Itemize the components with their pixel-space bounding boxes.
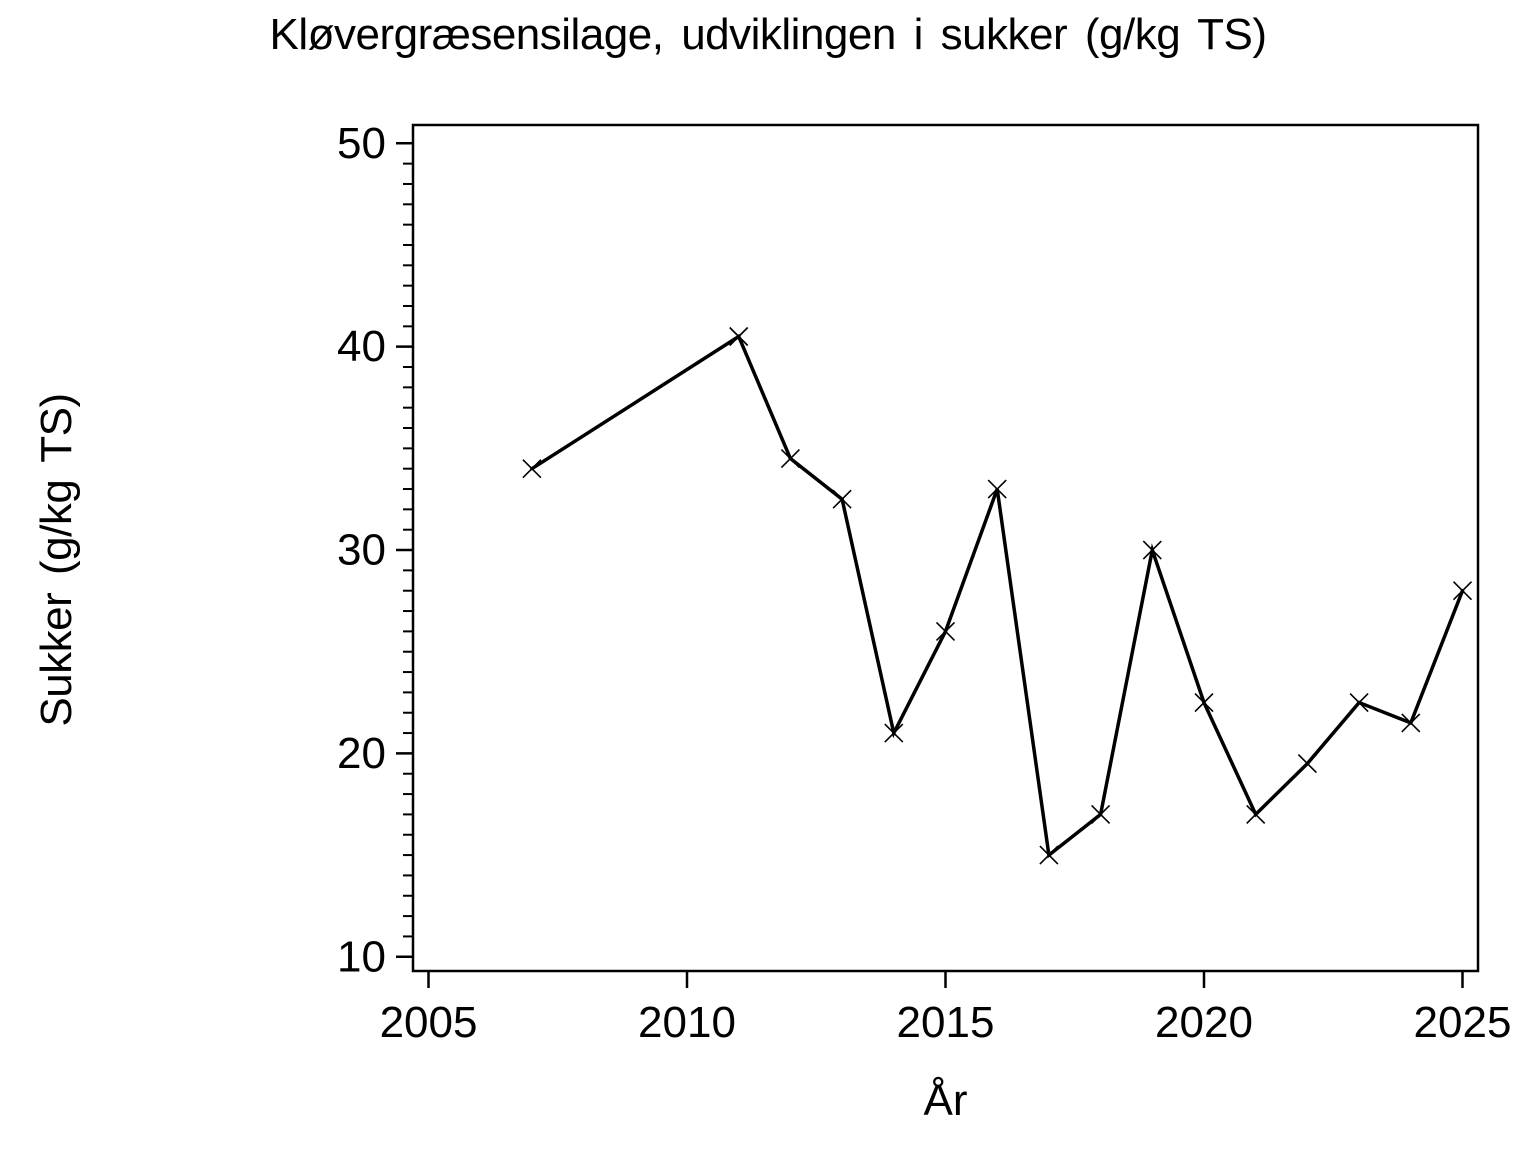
x-axis-title: År [923, 1076, 968, 1125]
data-point-marker [1194, 692, 1214, 713]
plot-frame [411, 123, 1480, 973]
data-point-marker [1039, 845, 1059, 865]
x-tick-label: 2005 [380, 998, 478, 1047]
x-tick-label: 2015 [897, 998, 995, 1047]
data-point-marker [987, 479, 1007, 499]
data-point-marker [832, 489, 852, 509]
data-point-marker [1349, 692, 1369, 713]
data-line [530, 333, 1465, 859]
data-point-marker [729, 326, 749, 347]
chart-title: Kløvergræsensilage, udviklingen i sukker… [269, 10, 1267, 59]
y-tick-label: 50 [337, 119, 386, 168]
data-point-marker [1091, 804, 1111, 824]
y-tick-label: 10 [337, 932, 386, 981]
data-point-marker [1401, 713, 1421, 733]
data-point-marker [522, 459, 542, 479]
data-point-marker [1452, 581, 1473, 601]
x-tick-label: 2010 [638, 998, 736, 1047]
data-point-marker [1142, 540, 1162, 560]
data-point-marker [780, 448, 800, 469]
x-tick-label: 2020 [1155, 998, 1253, 1047]
y-tick-label: 30 [337, 526, 386, 575]
data-point-marker [884, 723, 904, 743]
data-point-marker [935, 621, 956, 641]
y-tick-label: 20 [337, 729, 386, 778]
data-point-marker [1297, 754, 1317, 774]
x-tick-label: 2025 [1414, 998, 1512, 1047]
y-tick-label: 40 [337, 322, 386, 371]
data-point-marker [1246, 804, 1266, 824]
